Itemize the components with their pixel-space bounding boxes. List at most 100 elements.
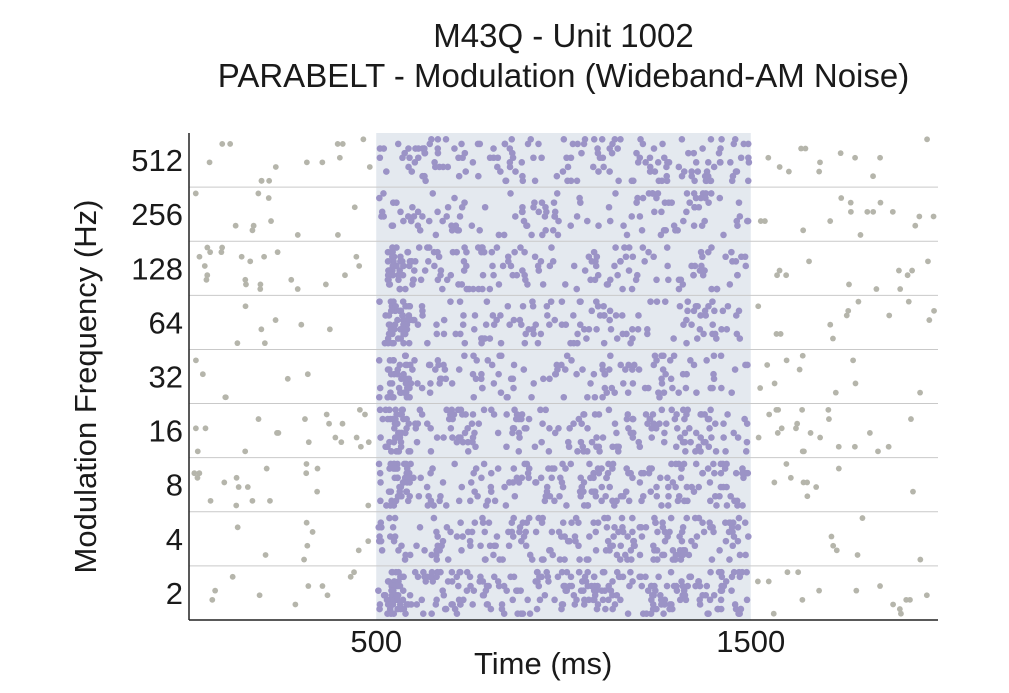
- stimulus-spike: [509, 429, 516, 437]
- stimulus-spike: [648, 425, 655, 432]
- stimulus-spike: [588, 307, 596, 315]
- stimulus-spike: [463, 248, 470, 256]
- stimulus-spike: [407, 601, 415, 608]
- stimulus-spike: [625, 469, 632, 477]
- baseline-spike: [294, 286, 301, 292]
- stimulus-spike: [474, 140, 482, 148]
- onset-spike: [391, 474, 399, 482]
- stimulus-spike: [715, 149, 723, 157]
- stimulus-spike: [440, 316, 448, 324]
- stimulus-spike: [462, 168, 470, 175]
- stimulus-spike: [481, 335, 489, 342]
- stimulus-spike: [633, 149, 640, 157]
- stimulus-spike: [460, 267, 468, 274]
- stimulus-spike: [519, 302, 527, 310]
- stimulus-spike: [580, 601, 588, 608]
- stimulus-spike: [428, 610, 435, 617]
- stimulus-spike: [419, 312, 426, 319]
- stimulus-spike: [447, 528, 454, 536]
- y-tick-label: 4: [166, 522, 183, 557]
- stimulus-spike: [490, 380, 498, 387]
- stimulus-spike: [606, 168, 613, 175]
- baseline-spike: [360, 136, 367, 143]
- stimulus-spike: [633, 199, 640, 206]
- stimulus-spike: [490, 411, 498, 418]
- stimulus-spike: [458, 547, 465, 554]
- stimulus-spike: [699, 145, 706, 152]
- baseline-spike: [854, 552, 861, 558]
- stimulus-spike: [737, 154, 745, 162]
- stimulus-spike: [414, 573, 422, 581]
- stimulus-spike: [556, 492, 563, 500]
- stimulus-spike: [650, 361, 658, 369]
- stimulus-spike: [652, 519, 659, 526]
- stimulus-spike: [663, 163, 670, 171]
- stimulus-spike: [457, 330, 464, 338]
- stimulus-spike: [455, 227, 463, 234]
- stimulus-spike: [678, 465, 685, 472]
- stimulus-spike: [530, 330, 537, 338]
- stimulus-spike: [416, 524, 424, 531]
- onset-spike: [385, 312, 393, 319]
- stimulus-spike: [615, 528, 622, 536]
- stimulus-spike: [734, 434, 742, 441]
- stimulus-spike: [506, 321, 513, 328]
- stimulus-spike: [375, 460, 383, 468]
- stimulus-spike: [530, 203, 537, 211]
- stimulus-spike: [580, 502, 588, 509]
- y-tick-label: 8: [166, 468, 183, 503]
- stimulus-spike: [494, 429, 502, 437]
- stimulus-spike: [524, 596, 531, 604]
- onset-spike: [402, 429, 409, 437]
- baseline-spike: [859, 515, 866, 521]
- stimulus-spike: [708, 434, 715, 441]
- baseline-spike: [339, 141, 346, 147]
- baseline-spike: [793, 425, 799, 432]
- stimulus-spike: [547, 298, 555, 305]
- stimulus-spike: [593, 326, 600, 333]
- stimulus-spike: [717, 605, 725, 613]
- stimulus-spike: [609, 591, 616, 599]
- stimulus-spike: [418, 596, 426, 604]
- stimulus-spike: [497, 312, 504, 319]
- stimulus-spike: [410, 267, 418, 274]
- baseline-spike: [261, 340, 268, 347]
- stimulus-spike: [717, 159, 724, 166]
- stimulus-spike: [541, 497, 549, 505]
- baseline-spike: [196, 253, 203, 260]
- stimulus-spike: [563, 502, 570, 509]
- baseline-spike: [800, 227, 807, 234]
- stimulus-spike: [463, 587, 471, 594]
- baseline-spike: [761, 218, 768, 224]
- stimulus-spike: [711, 469, 718, 477]
- stimulus-spike: [507, 573, 514, 581]
- stimulus-spike: [676, 596, 684, 604]
- baseline-spike: [835, 465, 842, 472]
- stimulus-spike: [574, 140, 581, 148]
- stimulus-spike: [629, 434, 637, 441]
- baseline-spike: [212, 587, 219, 594]
- stimulus-spike: [705, 302, 712, 310]
- stimulus-spike: [448, 380, 456, 387]
- stimulus-spike: [480, 248, 488, 256]
- stimulus-spike: [481, 528, 489, 536]
- baseline-spike: [799, 406, 806, 413]
- stimulus-spike: [678, 537, 686, 545]
- stimulus-spike: [443, 406, 450, 414]
- stimulus-spike: [690, 222, 698, 229]
- stimulus-spike: [683, 208, 690, 216]
- stimulus-spike: [601, 370, 609, 378]
- stimulus-spike: [717, 352, 725, 360]
- stimulus-spike: [479, 384, 486, 392]
- stimulus-spike: [535, 267, 543, 274]
- stimulus-spike: [603, 281, 611, 288]
- stimulus-spike: [740, 140, 748, 148]
- stimulus-spike: [478, 370, 485, 378]
- stimulus-spike: [717, 469, 725, 477]
- stimulus-spike: [699, 271, 707, 279]
- baseline-spike: [319, 583, 326, 589]
- baseline-spike: [845, 307, 852, 314]
- stimulus-spike: [447, 271, 455, 279]
- stimulus-spike: [443, 213, 451, 220]
- onset-spike: [384, 578, 392, 585]
